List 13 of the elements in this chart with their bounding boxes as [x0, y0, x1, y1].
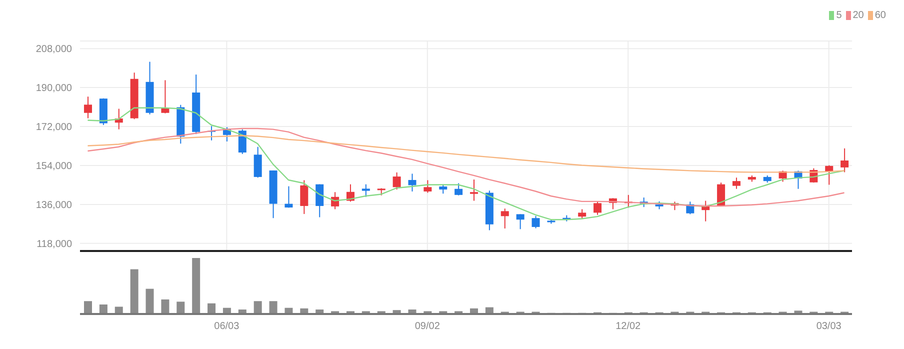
- legend-label: 60: [874, 10, 886, 21]
- y-tick-label: 136,000: [36, 200, 72, 212]
- x-tick-label: 09/02: [414, 321, 440, 332]
- y-tick-label: 190,000: [36, 83, 72, 94]
- x-tick-label: 03/03: [816, 321, 842, 332]
- y-tick-label: 154,000: [36, 161, 72, 172]
- y-tick-label: 172,000: [36, 122, 72, 134]
- x-tick-label: 06/03: [214, 321, 240, 332]
- x-tick-label: 12/02: [616, 321, 642, 332]
- legend-label: 5: [835, 10, 842, 21]
- legend-label: 20: [852, 10, 864, 21]
- y-tick-label: 208,000: [36, 44, 72, 56]
- y-tick-label: 118,000: [36, 238, 72, 250]
